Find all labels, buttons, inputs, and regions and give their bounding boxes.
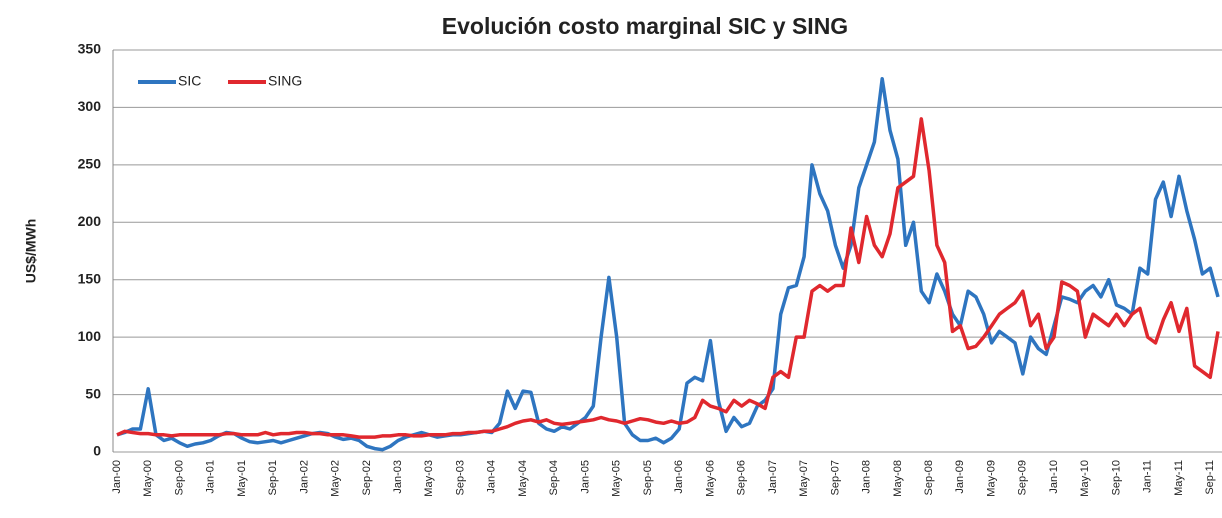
- x-tick-label: Sep-03: [454, 460, 466, 495]
- legend-label: SIC: [178, 73, 201, 89]
- x-tick-label: May-02: [330, 460, 342, 497]
- y-tick-label: 150: [78, 270, 102, 286]
- x-tick-label: May-03: [423, 460, 435, 497]
- x-tick-label: Sep-07: [829, 460, 841, 495]
- x-tick-label: May-06: [704, 460, 716, 497]
- x-tick-label: Jan-04: [486, 460, 498, 494]
- x-tick-label: Sep-01: [267, 460, 279, 495]
- x-tick-label: Sep-04: [548, 460, 560, 495]
- x-tick-label: May-01: [236, 460, 248, 497]
- x-tick-label: Sep-06: [736, 460, 748, 495]
- chart-title: Evolución costo marginal SIC y SING: [442, 13, 848, 39]
- x-tick-label: Sep-09: [1017, 460, 1029, 495]
- x-tick-label: Jan-03: [392, 460, 404, 494]
- series-line: [116, 76, 1220, 452]
- x-tick-label: Jan-06: [673, 460, 685, 494]
- y-tick-label: 50: [85, 385, 101, 401]
- x-tick-label: Jan-09: [954, 460, 966, 494]
- y-tick-label: 300: [78, 98, 102, 114]
- x-tick-label: May-05: [611, 460, 623, 497]
- series-line: [116, 117, 1220, 439]
- x-tick-label: May-04: [517, 460, 529, 497]
- y-axis-label: US$/MWh: [23, 219, 39, 284]
- y-tick-label: 350: [78, 41, 102, 57]
- x-tick-label: May-00: [142, 460, 154, 497]
- y-tick-label: 250: [78, 156, 102, 172]
- x-tick-label: Jan-02: [298, 460, 310, 494]
- y-tick-label: 200: [78, 213, 102, 229]
- x-tick-label: Sep-08: [923, 460, 935, 495]
- x-tick-label: May-10: [1079, 460, 1091, 497]
- y-tick-label: 100: [78, 328, 102, 344]
- x-tick-label: Jan-10: [1048, 460, 1060, 494]
- x-tick-label: May-08: [892, 460, 904, 497]
- x-tick-label: Jan-01: [205, 460, 217, 494]
- x-tick-label: Jan-08: [861, 460, 873, 494]
- x-tick-label: Sep-10: [1110, 460, 1122, 495]
- y-tick-label: 0: [93, 443, 101, 459]
- x-tick-label: May-09: [985, 460, 997, 497]
- x-tick-label: Sep-11: [1204, 460, 1216, 495]
- x-tick-label: Sep-05: [642, 460, 654, 495]
- x-tick-label: Sep-00: [173, 460, 185, 495]
- legend-label: SING: [268, 73, 302, 89]
- x-tick-label: May-11: [1173, 460, 1185, 496]
- x-tick-label: May-07: [798, 460, 810, 497]
- x-tick-label: Jan-11: [1142, 460, 1154, 493]
- x-tick-label: Jan-00: [111, 460, 123, 494]
- x-tick-label: Jan-05: [579, 460, 591, 494]
- x-tick-label: Sep-02: [361, 460, 373, 495]
- x-tick-label: Jan-07: [767, 460, 779, 494]
